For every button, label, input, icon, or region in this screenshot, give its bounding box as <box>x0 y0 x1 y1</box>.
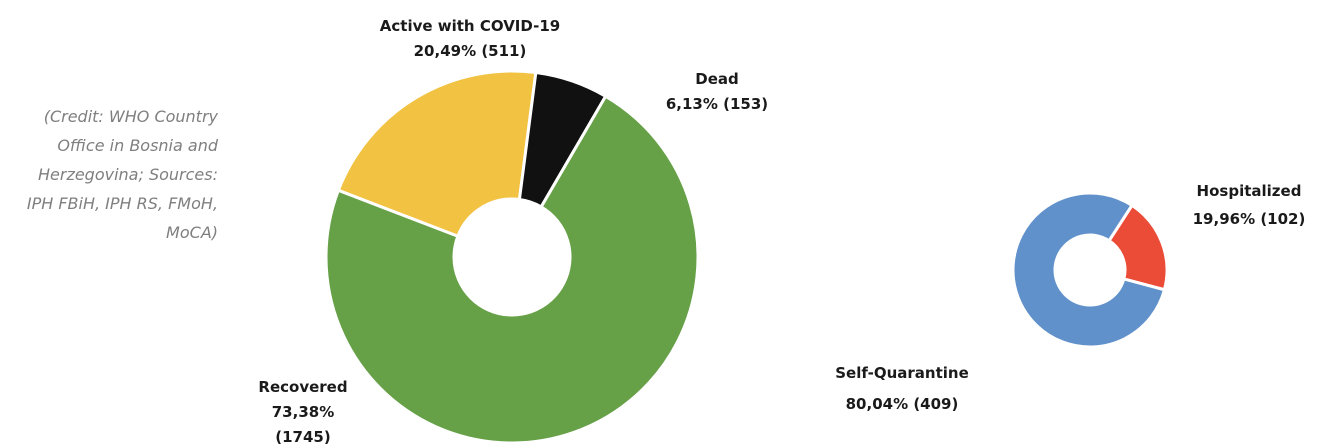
credit-line-1: (Credit: WHO Country <box>43 107 218 126</box>
credit-line-2: Office in Bosnia and <box>57 136 218 155</box>
credit-line-5: MoCA) <box>166 223 218 242</box>
credit-line-4: IPH FBiH, IPH RS, FMoH, <box>26 194 218 213</box>
slice-active-with-covid-19 <box>336 69 538 239</box>
slice-hospitalized <box>1106 203 1169 292</box>
label-recovered-value: 73,38% <box>272 403 334 421</box>
label-hospitalized-value: 19,96% (102) <box>1193 210 1306 228</box>
label-recovered-count: (1745) <box>275 428 330 446</box>
cases-donut-chart <box>324 69 700 445</box>
label-self-quarantine-name: Self-Quarantine <box>835 364 969 382</box>
label-dead-value: 6,13% (153) <box>666 95 768 113</box>
label-hospitalized-name: Hospitalized <box>1197 182 1302 200</box>
slice-self-quarantine <box>1011 191 1167 349</box>
label-active-name: Active with COVID-19 <box>380 17 560 35</box>
slice-recovered <box>324 94 700 445</box>
credit-line-3: Herzegovina; Sources: <box>37 165 218 184</box>
label-dead-name: Dead <box>695 70 738 88</box>
label-self-quarantine-value: 80,04% (409) <box>846 395 959 413</box>
isolation-donut-chart <box>1011 191 1169 349</box>
label-active-value: 20,49% (511) <box>414 42 527 60</box>
label-recovered-name: Recovered <box>258 378 347 396</box>
credit-note: (Credit: WHO Country Office in Bosnia an… <box>10 102 218 247</box>
